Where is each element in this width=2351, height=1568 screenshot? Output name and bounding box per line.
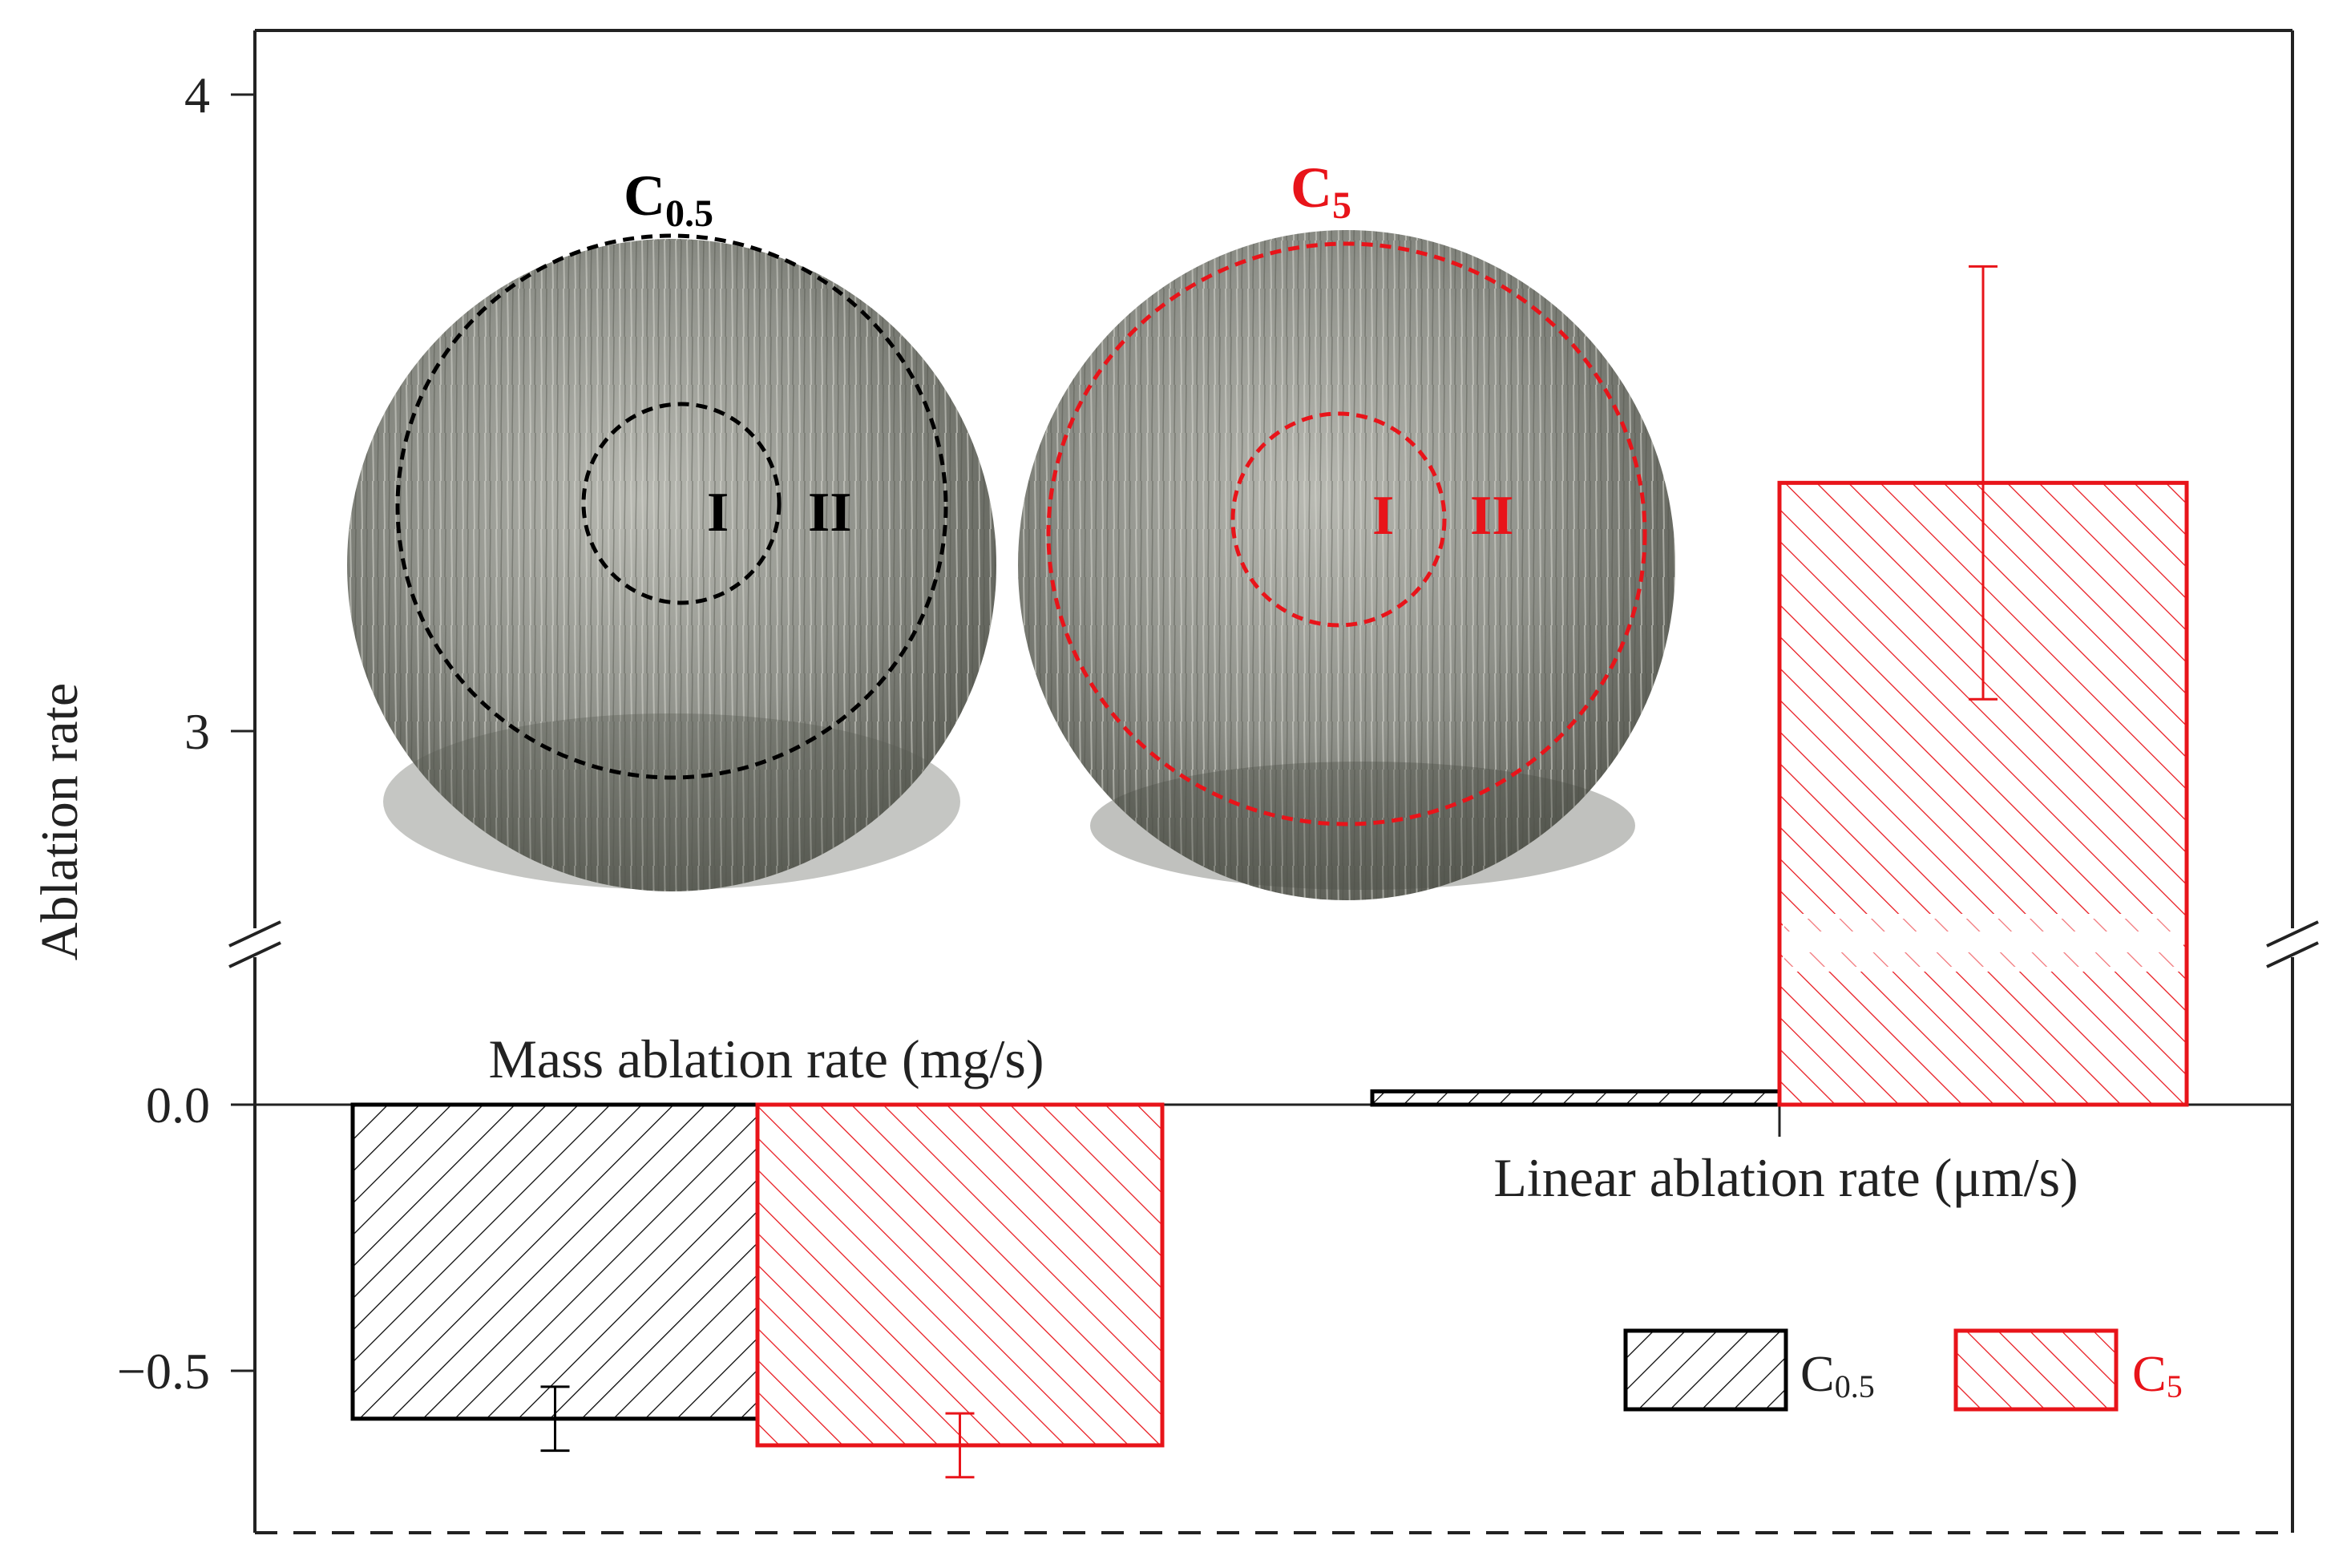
y-axis-title: Ablation rate [30, 683, 89, 960]
photo-right-title: C5 [1291, 156, 1351, 227]
error-bar-c5-cat1 [1969, 265, 1998, 701]
category-label-mass: Mass ablation rate (mg/s) [488, 1028, 1044, 1089]
error-bar-c05-cat0 [540, 1385, 570, 1453]
region-outer-circle [395, 233, 948, 780]
ytick-label-4: 4 [184, 67, 210, 123]
sample-photo-left [347, 233, 996, 891]
photo-left-region-ii: II [808, 482, 851, 544]
legend-swatch-c5 [1953, 1328, 2119, 1412]
bar-c05-cat0 [350, 1102, 760, 1421]
legend-label-c05: C0.5 [1800, 1345, 1875, 1404]
axis-break-left [228, 920, 281, 968]
bar-c5-cat0 [755, 1102, 1165, 1448]
photo-right-region-ii: II [1470, 485, 1513, 547]
ytick-label-m05: −0.5 [117, 1343, 210, 1400]
legend-swatch-c05 [1623, 1328, 1788, 1412]
error-bar-c5-cat0 [945, 1412, 975, 1479]
photo-left-title: C0.5 [624, 164, 713, 235]
sample-photo-right [1018, 230, 1675, 900]
legend-label-c5: C5 [2132, 1345, 2183, 1404]
bar-break-whiteband [1783, 932, 2183, 952]
photo-left-region-i: I [707, 482, 729, 544]
region-inner-circle [1230, 411, 1447, 628]
region-inner-circle [581, 402, 782, 605]
bar-c05-cat1 [1370, 1089, 1782, 1107]
ytick-label-0: 0.0 [146, 1077, 210, 1134]
ytick-label-3: 3 [184, 703, 210, 760]
axis-break-right [2266, 920, 2319, 968]
region-outer-circle [1046, 241, 1647, 826]
legend: C0.5 C5 [1623, 1328, 2183, 1412]
bars-layer [350, 265, 2189, 1479]
photo-right-region-i: I [1372, 485, 1394, 547]
category-label-linear: Linear ablation rate (μm/s) [1493, 1147, 2078, 1208]
